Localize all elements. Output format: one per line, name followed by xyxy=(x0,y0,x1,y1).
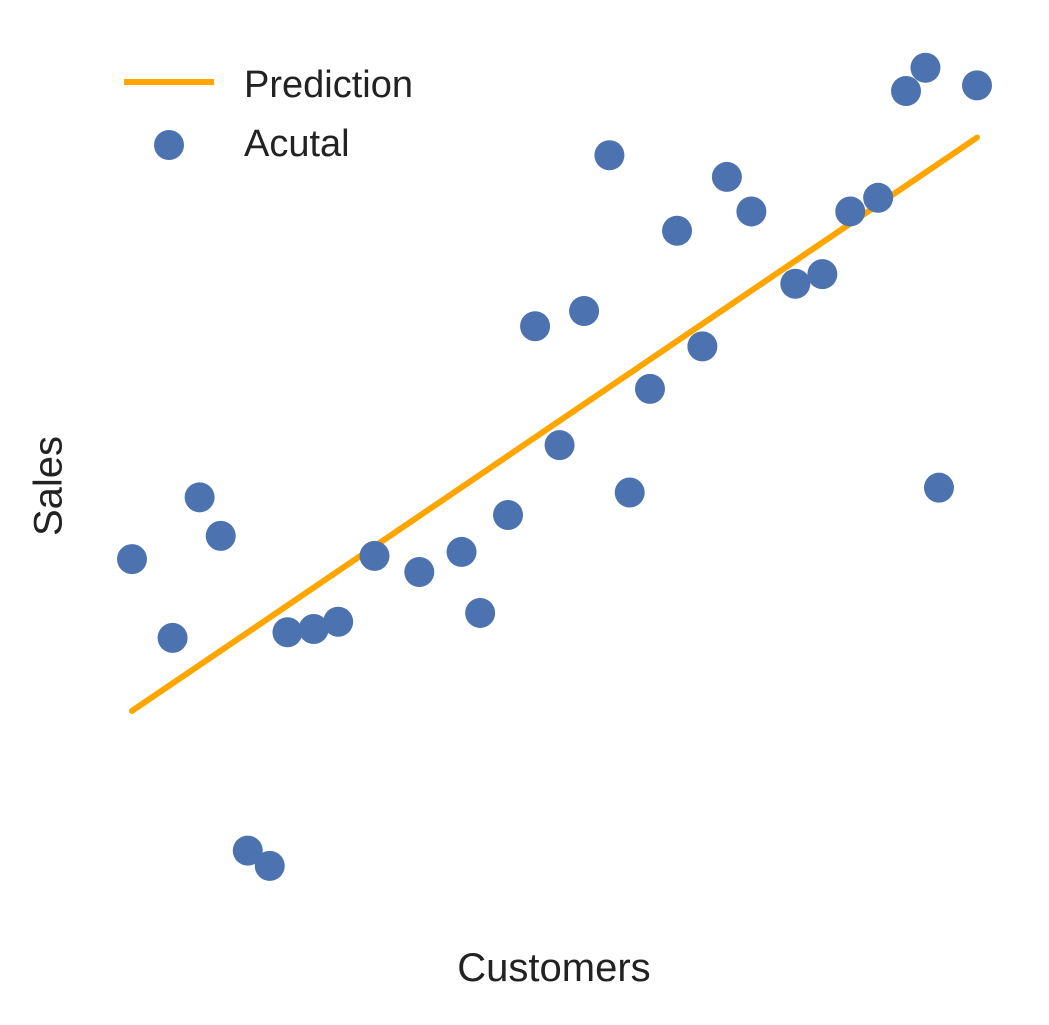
actual-point xyxy=(404,556,435,587)
actual-point xyxy=(807,259,838,290)
actual-point xyxy=(323,606,354,637)
actual-point xyxy=(962,70,992,101)
actual-point xyxy=(614,477,645,508)
actual-point xyxy=(254,850,285,881)
actual-point xyxy=(863,182,894,213)
actual-point xyxy=(662,215,693,246)
actual-point xyxy=(594,140,625,171)
actual-point xyxy=(157,622,188,653)
actual-point xyxy=(205,520,236,551)
actual-point xyxy=(493,499,524,530)
legend: Prediction Acutal xyxy=(124,64,413,165)
actual-point xyxy=(117,544,147,575)
actual-point xyxy=(634,373,665,404)
actual-point xyxy=(687,331,718,362)
prediction-line xyxy=(129,134,980,714)
actual-point xyxy=(359,540,390,571)
actual-point xyxy=(272,617,303,648)
actual-point xyxy=(544,430,575,461)
legend-prediction-label: Prediction xyxy=(244,64,413,106)
actual-point xyxy=(465,597,496,628)
x-axis-label: Customers xyxy=(457,946,651,990)
prediction-line-layer xyxy=(129,134,980,714)
actual-point xyxy=(835,196,866,227)
actual-point xyxy=(736,196,767,227)
actual-point xyxy=(232,835,263,866)
actual-point xyxy=(923,472,954,503)
legend-actual-swatch xyxy=(154,130,184,160)
actual-point xyxy=(446,536,477,567)
actual-point xyxy=(891,76,922,106)
actual-point xyxy=(711,161,742,192)
actual-point xyxy=(184,482,215,513)
actual-point xyxy=(520,311,551,342)
actual-points-layer xyxy=(117,52,992,881)
actual-point xyxy=(780,268,811,299)
actual-point xyxy=(569,296,600,327)
actual-point xyxy=(298,614,329,645)
actual-point xyxy=(910,52,941,83)
y-axis-label: Sales xyxy=(26,435,71,537)
legend-actual-label: Acutal xyxy=(244,123,350,165)
